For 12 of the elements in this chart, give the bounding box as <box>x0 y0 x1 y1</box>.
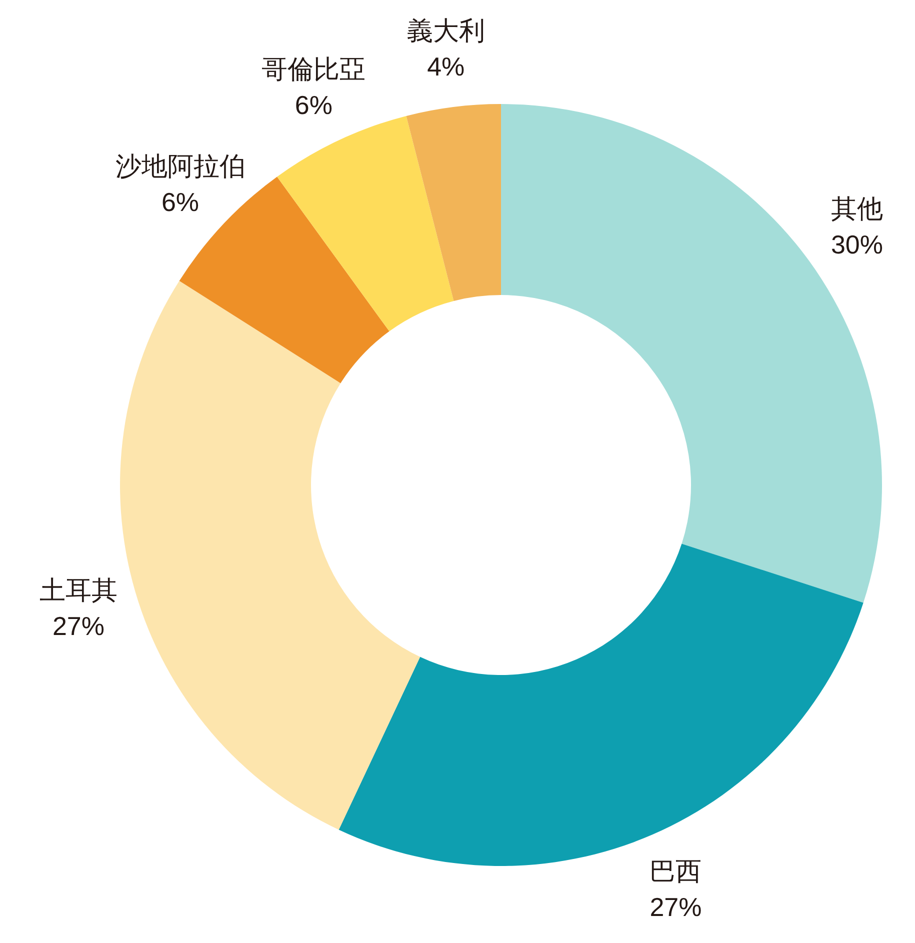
data-label: 6% <box>294 90 332 120</box>
slice-label: 沙地阿拉伯 <box>115 150 246 181</box>
slice-label: 巴西 <box>650 856 702 886</box>
data-label: 27% <box>650 892 702 922</box>
slice-label: 義大利 <box>406 15 485 46</box>
slice-label: 土耳其 <box>39 574 118 605</box>
data-label: 30% <box>830 229 883 260</box>
data-label: 4% <box>427 51 465 82</box>
slice-label: 其他 <box>830 193 883 224</box>
data-label: 27% <box>52 610 104 641</box>
slice-label: 哥倫比亞 <box>262 54 366 84</box>
data-label: 6% <box>161 186 200 217</box>
